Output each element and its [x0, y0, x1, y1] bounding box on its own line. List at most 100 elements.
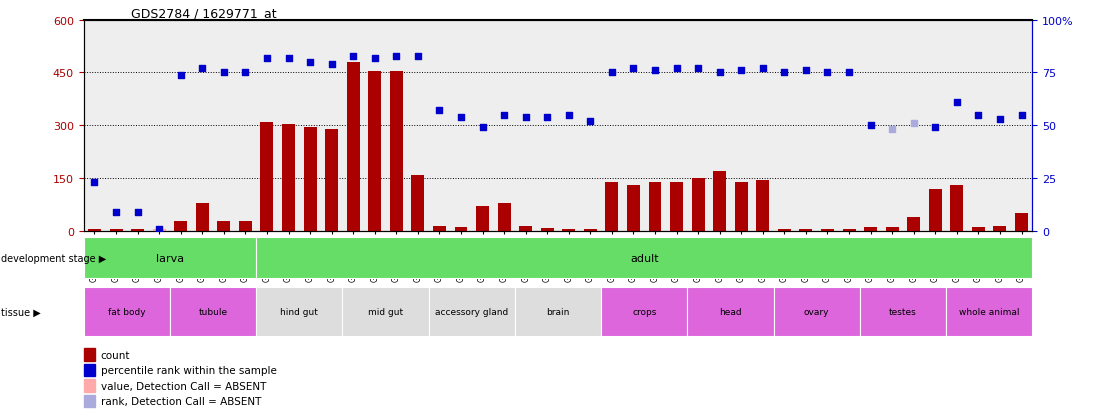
Bar	[88, 230, 100, 231]
Text: head: head	[719, 307, 742, 316]
Point	[473, 125, 491, 131]
Text: whole animal: whole animal	[959, 307, 1019, 316]
Point	[301, 59, 319, 66]
Bar	[260, 122, 273, 231]
Bar	[713, 172, 727, 231]
Bar	[562, 230, 575, 231]
Point	[1012, 112, 1030, 119]
Text: brain: brain	[547, 307, 569, 316]
Bar	[602, 287, 687, 336]
Text: testes: testes	[889, 307, 917, 316]
Bar	[170, 287, 257, 336]
Bar	[907, 217, 921, 231]
Bar	[153, 230, 165, 231]
Bar	[84, 349, 95, 361]
Text: adult: adult	[629, 253, 658, 263]
Bar	[412, 175, 424, 231]
Point	[603, 70, 620, 76]
Point	[237, 70, 254, 76]
Bar	[692, 178, 704, 231]
Text: percentile rank within the sample: percentile rank within the sample	[100, 365, 277, 375]
Point	[625, 66, 643, 72]
Bar	[174, 221, 187, 231]
Bar	[343, 287, 429, 336]
Point	[947, 100, 965, 106]
Bar	[951, 186, 963, 231]
Bar	[84, 238, 257, 278]
Point	[107, 209, 125, 216]
Bar	[929, 189, 942, 231]
Bar	[864, 228, 877, 231]
Bar	[368, 71, 382, 231]
Bar	[584, 230, 597, 231]
Text: value, Detection Call = ABSENT: value, Detection Call = ABSENT	[100, 381, 266, 391]
Point	[991, 116, 1009, 123]
Point	[732, 68, 750, 74]
Point	[560, 112, 578, 119]
Bar	[773, 287, 859, 336]
Bar	[347, 63, 359, 231]
Point	[862, 123, 879, 129]
Text: mid gut: mid gut	[368, 307, 403, 316]
Point	[193, 66, 211, 72]
Point	[538, 114, 556, 121]
Bar	[84, 380, 95, 392]
Bar	[648, 182, 662, 231]
Bar	[304, 128, 317, 231]
Point	[818, 70, 836, 76]
Text: GDS2784 / 1629771_at: GDS2784 / 1629771_at	[132, 7, 277, 19]
Bar	[239, 221, 252, 231]
Bar	[541, 228, 554, 231]
Point	[754, 66, 772, 72]
Bar	[519, 227, 532, 231]
Bar	[218, 221, 230, 231]
Point	[646, 68, 664, 74]
Bar	[627, 186, 639, 231]
Bar	[132, 230, 144, 231]
Point	[690, 66, 708, 72]
Bar	[257, 287, 343, 336]
Point	[344, 53, 362, 60]
Bar	[84, 364, 95, 376]
Bar	[195, 203, 209, 231]
Bar	[843, 230, 856, 231]
Point	[496, 112, 513, 119]
Bar	[687, 287, 773, 336]
Bar	[821, 230, 834, 231]
Point	[517, 114, 535, 121]
Bar	[886, 228, 898, 231]
Text: tubule: tubule	[199, 307, 228, 316]
Bar	[778, 230, 791, 231]
Bar	[946, 287, 1032, 336]
Bar	[514, 287, 602, 336]
Bar	[972, 228, 984, 231]
Text: hind gut: hind gut	[280, 307, 318, 316]
Bar	[799, 230, 812, 231]
Point	[926, 125, 944, 131]
Text: crops: crops	[632, 307, 656, 316]
Point	[970, 112, 988, 119]
Point	[86, 180, 104, 186]
Point	[840, 70, 858, 76]
Point	[366, 55, 384, 62]
Bar	[454, 227, 468, 231]
Point	[172, 72, 190, 79]
Point	[128, 209, 146, 216]
Point	[711, 70, 729, 76]
Point	[581, 119, 599, 125]
Point	[667, 66, 685, 72]
Bar	[257, 238, 1032, 278]
Point	[323, 62, 340, 68]
Bar	[734, 182, 748, 231]
Bar	[1016, 214, 1028, 231]
Bar	[429, 287, 514, 336]
Bar	[109, 230, 123, 231]
Bar	[670, 182, 683, 231]
Point	[215, 70, 233, 76]
Text: larva: larva	[156, 253, 184, 263]
Bar	[84, 287, 170, 336]
Bar	[498, 203, 510, 231]
Point	[905, 121, 923, 127]
Text: accessory gland: accessory gland	[435, 307, 509, 316]
Bar	[84, 395, 95, 407]
